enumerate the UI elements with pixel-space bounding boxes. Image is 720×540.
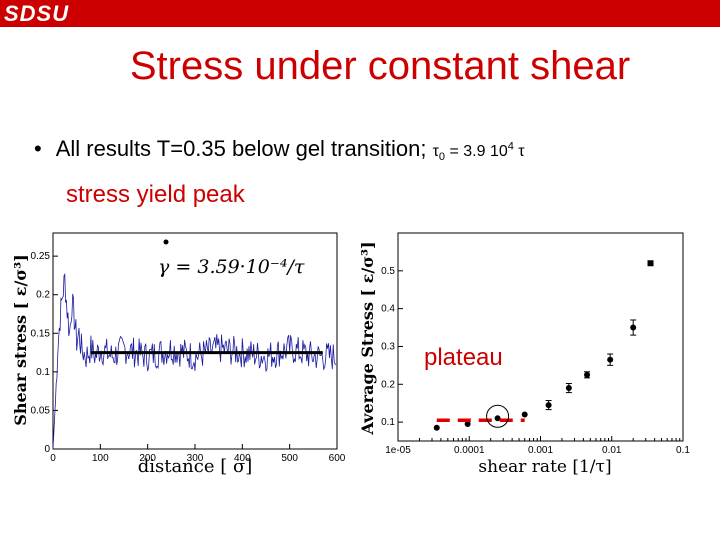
left-x-tick-label: 400 [234, 453, 251, 464]
left-x-tick-label: 600 [329, 453, 346, 464]
right-x-tick-label: 1e-05 [385, 445, 411, 456]
left-x-tick-label: 500 [281, 453, 298, 464]
left-y-tick-label: 0.15 [31, 328, 51, 339]
right-x-axis-label: shear rate [1/τ] [478, 457, 611, 477]
data-point [584, 371, 591, 378]
data-point [494, 415, 501, 422]
left-y-tick-label: 0.2 [36, 290, 50, 301]
data-point [565, 385, 572, 392]
sdsu-logo: SDSU [4, 1, 70, 26]
left-y-tick-label: 0.25 [31, 251, 51, 262]
right-y-tick-label: 0.5 [381, 266, 395, 277]
stress-yield-label: stress yield peak [66, 181, 245, 208]
left-y-tick-label: 0.1 [36, 367, 50, 378]
right-x-tick-label: 0.0001 [454, 445, 485, 456]
right-x-tick-label: 0.001 [528, 445, 553, 456]
right-y-axis-label: Average Stress [ ε/σ³] [358, 241, 377, 435]
left-x-tick-label: 300 [187, 453, 204, 464]
right-plot-frame [397, 232, 684, 442]
plateau-highlight-circle [486, 404, 510, 428]
data-point [545, 402, 552, 409]
data-point [433, 424, 440, 431]
bullet-item: • All results T=0.35 below gel transition… [34, 136, 525, 163]
tau-equals: = 3.9 10 [445, 143, 508, 160]
tau-expression: τ0 = 3.9 104 τ [432, 140, 525, 164]
left-x-tick-label: 200 [139, 453, 156, 464]
right-y-tick-label: 0.3 [381, 341, 395, 352]
tau-exponent: 4 [507, 140, 514, 153]
plateau-label: plateau [424, 344, 503, 371]
shear-stress-line [52, 273, 337, 450]
header-bar: SDSU [0, 0, 720, 27]
left-y-tick-label: 0.05 [31, 405, 51, 416]
tau-symbol: τ [432, 143, 439, 160]
right-x-tick-label: 0.1 [676, 445, 690, 456]
left-y-tick-label: 0 [44, 444, 50, 455]
data-point [464, 420, 471, 427]
right-x-tick-label: 0.01 [602, 445, 622, 456]
data-point [607, 356, 614, 363]
tau-end: τ [513, 143, 525, 160]
right-y-tick-label: 0.2 [381, 379, 395, 390]
left-x-tick-label: 0 [50, 453, 56, 464]
data-point [630, 324, 637, 331]
slide-title: Stress under constant shear [129, 44, 631, 88]
bullet-text: All results T=0.35 below gel transition; [55, 136, 427, 161]
right-y-tick-label: 0.4 [381, 304, 395, 315]
left-x-axis-label: distance [ σ] [138, 456, 253, 477]
annotation-dot [163, 239, 169, 245]
gamma-annotation: γ = 3.59·10⁻⁴/τ [158, 256, 305, 278]
right-y-tick-label: 0.1 [381, 417, 395, 428]
left-y-axis-label: Shear stress [ ε/σ³] [11, 254, 30, 425]
data-point [647, 260, 654, 267]
tau-subscript: 0 [438, 151, 446, 164]
data-point [521, 411, 528, 418]
bullet-dot-icon: • [34, 136, 42, 161]
left-x-tick-label: 100 [92, 453, 109, 464]
